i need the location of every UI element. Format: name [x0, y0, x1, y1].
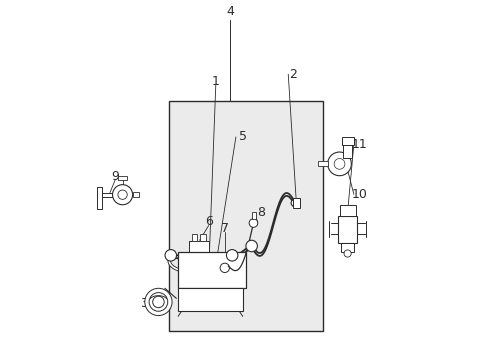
Circle shape	[149, 293, 167, 311]
Text: 11: 11	[351, 138, 366, 150]
Circle shape	[344, 250, 350, 257]
Circle shape	[249, 219, 257, 227]
Bar	[132, 192, 139, 197]
Text: 4: 4	[226, 5, 234, 18]
Bar	[178, 288, 242, 311]
Circle shape	[245, 240, 257, 252]
Text: 3: 3	[140, 297, 148, 310]
Circle shape	[226, 249, 238, 261]
Bar	[337, 216, 357, 243]
Text: 5: 5	[238, 130, 246, 144]
Bar	[178, 252, 246, 288]
Text: 6: 6	[204, 215, 212, 228]
Text: 2: 2	[288, 68, 296, 81]
Bar	[188, 241, 208, 255]
Bar	[251, 212, 256, 220]
Text: 7: 7	[220, 222, 228, 235]
Bar	[292, 198, 300, 208]
Bar	[118, 176, 126, 180]
Bar	[343, 144, 351, 158]
Bar	[339, 205, 355, 216]
Text: 8: 8	[256, 206, 264, 219]
Bar	[191, 234, 197, 241]
Circle shape	[112, 185, 132, 205]
Text: 1: 1	[211, 75, 219, 88]
Circle shape	[118, 190, 127, 199]
Circle shape	[144, 288, 172, 316]
Bar	[97, 187, 102, 209]
Text: 10: 10	[350, 188, 366, 201]
Bar	[169, 101, 323, 330]
Circle shape	[290, 199, 298, 207]
Circle shape	[164, 249, 176, 261]
Circle shape	[152, 296, 164, 308]
Bar	[341, 243, 353, 252]
Circle shape	[327, 152, 351, 176]
Circle shape	[333, 158, 344, 169]
Text: 9: 9	[111, 170, 119, 183]
Bar	[97, 193, 119, 197]
Bar	[317, 161, 327, 166]
Bar	[341, 137, 353, 145]
Circle shape	[220, 263, 229, 273]
Bar	[200, 234, 205, 241]
